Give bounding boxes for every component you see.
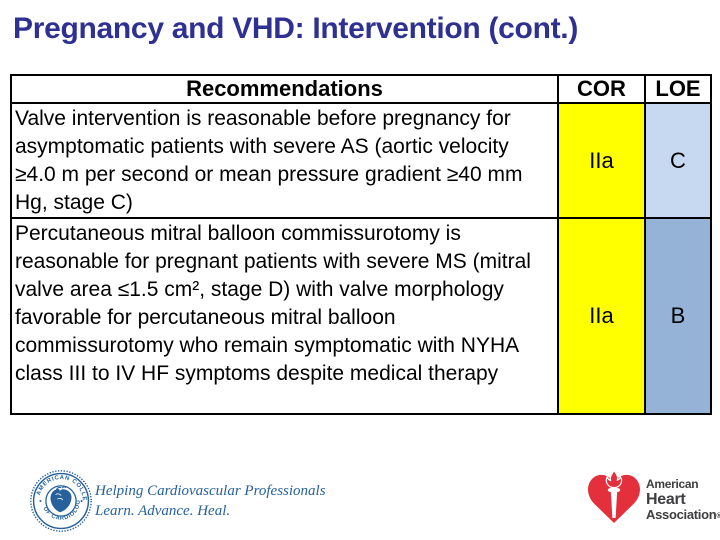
acc-tagline-line1: Helping Cardiovascular Professionals	[95, 483, 326, 499]
registered-trademark-symbol: ®	[716, 513, 720, 520]
recommendation-text-1: Valve intervention is reasonable before …	[10, 102, 559, 219]
recommendation-text-2: Percutaneous mitral balloon commissuroto…	[10, 217, 559, 415]
header-recommendations: Recommendations	[10, 74, 559, 104]
table-header-row: Recommendations COR LOE	[10, 74, 712, 104]
table-row: Percutaneous mitral balloon commissuroto…	[10, 217, 712, 415]
cor-value-2: IIa	[557, 217, 646, 415]
aha-wordmark-line3: Association®	[646, 507, 720, 522]
header-loe: LOE	[644, 74, 712, 104]
cor-value-1: IIa	[557, 102, 646, 219]
acc-tagline-line2: Learn. Advance. Heal.	[95, 503, 231, 519]
recommendations-table: Recommendations COR LOE Valve interventi…	[10, 74, 712, 415]
acc-logo: AMERICAN COLLEGE OF CARDIOLOGY	[26, 465, 93, 533]
table-row: Valve intervention is reasonable before …	[10, 102, 712, 219]
aha-heart-torch-icon	[588, 469, 640, 523]
loe-value-2: B	[644, 217, 712, 415]
acc-tagline: Helping Cardiovascular Professionals Lea…	[95, 481, 326, 521]
loe-value-1: C	[644, 102, 712, 219]
aha-wordmark-line2: Heart	[646, 491, 686, 508]
slide-title: Pregnancy and VHD: Intervention (cont.)	[13, 12, 579, 45]
acc-seal-icon: AMERICAN COLLEGE OF CARDIOLOGY	[26, 465, 92, 532]
header-cor: COR	[557, 74, 646, 104]
aha-wordmark: American Heart Association®	[646, 478, 720, 524]
aha-wordmark-line1: American	[646, 477, 699, 491]
aha-logo	[584, 469, 644, 527]
